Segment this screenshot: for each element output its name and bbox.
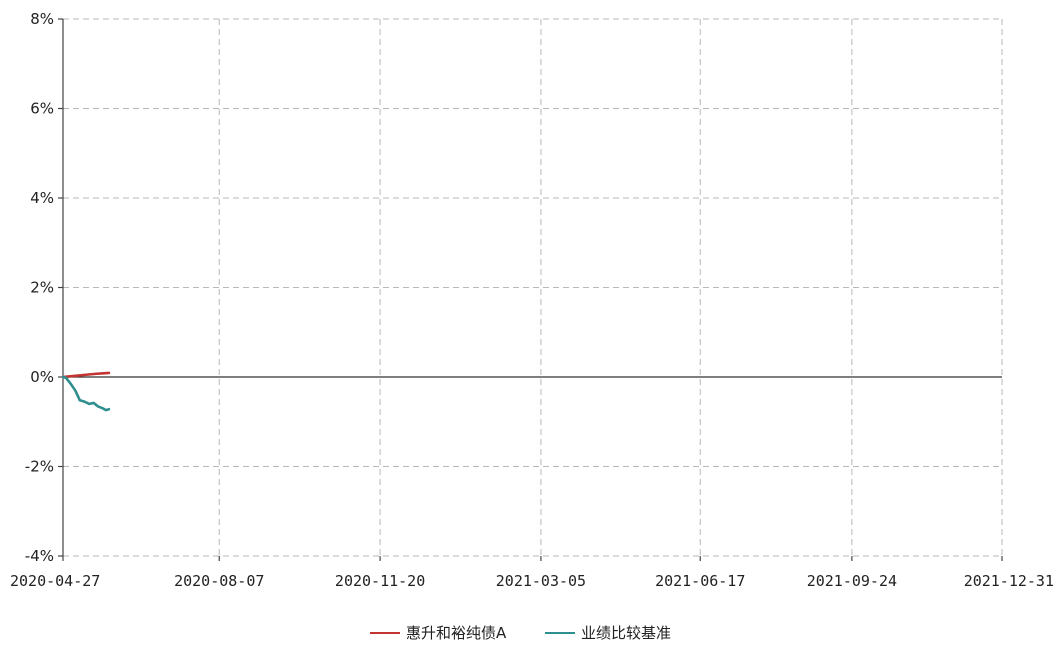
x-tick-label: 2020-04-27 — [10, 572, 100, 590]
y-tick-label: -2% — [25, 458, 54, 476]
x-tick-label: 2021-12-31 — [964, 572, 1054, 590]
legend: 惠升和裕纯债A 业绩比较基准 — [370, 624, 671, 642]
legend-label-2: 业绩比较基准 — [581, 624, 671, 642]
x-tick-label: 2021-06-17 — [655, 572, 745, 590]
x-tick-label: 2021-09-24 — [807, 572, 897, 590]
x-tick-label: 2020-11-20 — [335, 572, 425, 590]
series-line-2 — [61, 375, 111, 412]
legend-label-1: 惠升和裕纯债A — [406, 624, 507, 642]
x-tick-label: 2020-08-07 — [174, 572, 264, 590]
grid-lines — [63, 18, 1003, 557]
y-tick-label: 6% — [30, 100, 54, 118]
y-tick-label: 0% — [30, 368, 54, 386]
axes — [58, 18, 1003, 561]
y-tick-label: 2% — [30, 279, 54, 297]
series-line-1 — [61, 371, 111, 379]
y-tick-label: 4% — [30, 189, 54, 207]
tick-labels: 8% 6% 4% 2% 0% -2% -4% 2020-04-27 2020-08-07 2020… — [10, 10, 1054, 590]
y-tick-label: 8% — [30, 10, 54, 28]
x-tick-label: 2021-03-05 — [496, 572, 586, 590]
y-tick-label: -4% — [25, 547, 54, 565]
series-lines — [61, 371, 111, 412]
